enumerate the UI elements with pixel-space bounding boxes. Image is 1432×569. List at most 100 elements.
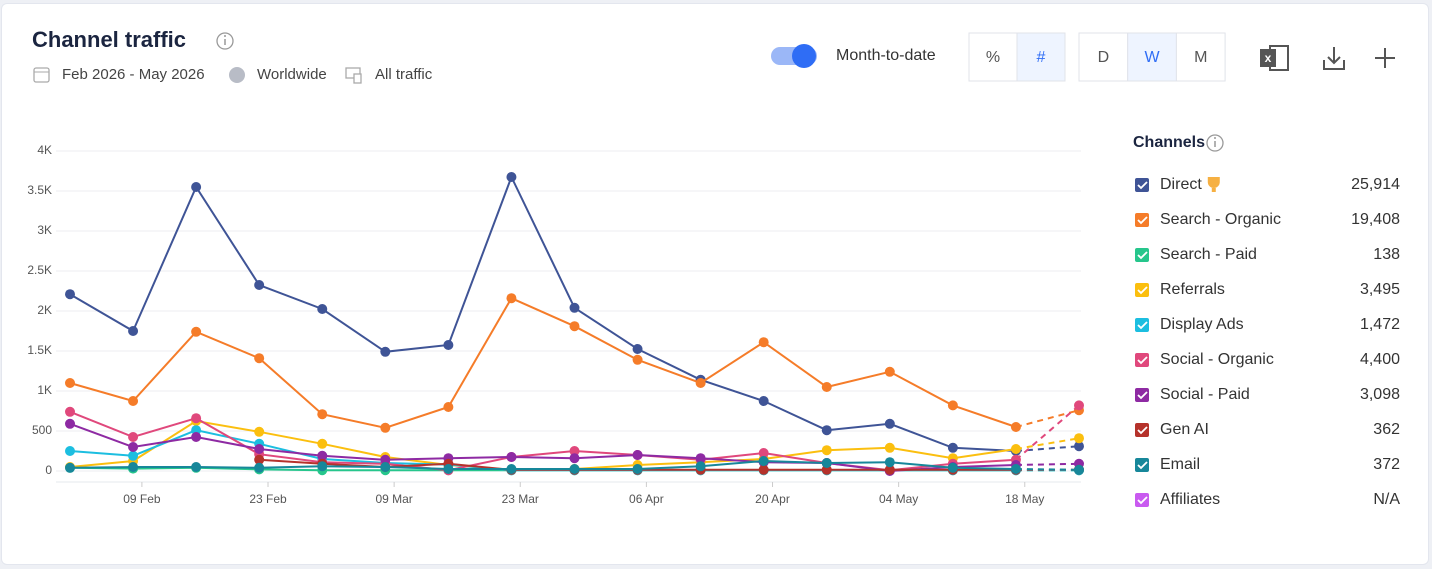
button[interactable] [1175,32,1226,82]
check-mark [1137,216,1148,225]
date-range: Feb 2026 - May 2026 [62,66,205,83]
data-point [380,346,391,357]
legend-checkbox[interactable] [1135,213,1149,227]
y-tick-label: 2.5K [27,263,52,277]
check-mark [1137,321,1148,330]
legend-total: 138 [1373,246,1400,263]
globe-icon [229,67,245,83]
data-point [443,340,454,350]
check-mark [1137,251,1148,260]
legend-label: Search - Paid [1160,246,1257,263]
legend-title: Channels [1133,134,1205,151]
y-tick-label: 0 [45,463,52,477]
button[interactable] [1078,32,1129,82]
button-label: # [1037,49,1046,66]
legend-label: Gen AI [1160,421,1209,438]
legend-checkbox[interactable] [1135,353,1149,367]
y-tick-label: 1.5K [27,343,52,357]
legend-checkbox[interactable] [1135,248,1149,262]
data-point [1010,444,1021,454]
data-point [443,402,454,412]
excel-icon[interactable]: x [1260,45,1289,71]
y-tick-label: 4K [37,143,52,157]
toggle[interactable] [771,44,817,68]
download-icon[interactable] [1323,47,1345,70]
legend-checkbox[interactable] [1135,318,1149,332]
check-mark [1137,426,1148,435]
data-point [569,453,580,464]
trophy-icon [1207,177,1220,192]
legend-checkbox[interactable] [1135,283,1149,297]
button-label: % [986,49,1000,66]
data-point [758,456,769,466]
data-point [254,353,265,364]
legend-checkbox[interactable] [1135,458,1149,472]
data-point [128,396,139,406]
data-point [821,382,832,392]
data-point [65,289,75,300]
data-point [65,406,75,417]
legend-total: 372 [1373,456,1400,473]
x-tick-label: 09 Mar [375,492,412,506]
legend-checkbox[interactable] [1135,423,1149,437]
legend-label: Affiliates [1160,491,1220,508]
data-point [1074,400,1084,411]
data-point [65,418,75,429]
calendar-icon [33,67,50,83]
data-point [443,464,454,474]
button[interactable] [968,32,1018,82]
chart: Channel traffic Feb 2026 - May 2026 Worl… [27,27,1400,508]
data-point [758,337,769,348]
data-point [506,464,517,474]
y-tick-label: 1K [37,383,52,397]
check-mark [1137,391,1148,400]
series-line [69,296,1080,429]
button-label: D [1098,49,1110,66]
data-point [254,462,265,473]
legend-checkbox[interactable] [1135,493,1149,507]
data-point [947,462,958,473]
data-point [1074,464,1084,475]
toggle-label: Month-to-date [836,47,936,64]
data-point [569,302,580,313]
card: Channel traffic Feb 2026 - May 2026 Worl… [1,3,1429,565]
legend-total: 4,400 [1360,351,1400,368]
device-icon [345,67,362,84]
data-point [758,396,769,406]
add-icon[interactable] [1375,48,1395,68]
data-point [191,413,202,424]
data-point [506,172,517,182]
data-point [191,326,202,337]
data-point [506,293,517,304]
data-point [1074,441,1084,452]
button-label: W [1144,49,1160,66]
x-tick-label: 06 Apr [629,492,664,506]
legend-total: 362 [1373,421,1400,438]
info-icon[interactable] [216,32,234,50]
data-point [317,438,328,449]
y-tick-label: 500 [32,423,52,437]
data-point [254,426,265,437]
legend-checkbox[interactable] [1135,178,1149,192]
data-point [695,453,706,464]
x-tick-label: 23 Feb [249,492,287,506]
title: Channel traffic [32,27,186,52]
legend-total: 3,098 [1360,386,1400,403]
svg-text:x: x [1265,51,1272,65]
legend-checkbox[interactable] [1135,388,1149,402]
data-point [632,354,643,365]
button[interactable] [1016,32,1066,82]
data-point [632,450,643,460]
data-point [65,378,75,388]
data-point [191,182,202,192]
data-point [128,450,139,461]
legend-info-icon[interactable] [1206,134,1224,152]
button[interactable] [1127,32,1177,82]
data-point [128,442,139,452]
data-point [569,446,580,456]
legend-total: 25,914 [1351,176,1400,193]
data-point [884,418,895,429]
data-point [317,450,328,461]
data-point [821,425,832,436]
legend-label: Direct [1160,176,1202,193]
